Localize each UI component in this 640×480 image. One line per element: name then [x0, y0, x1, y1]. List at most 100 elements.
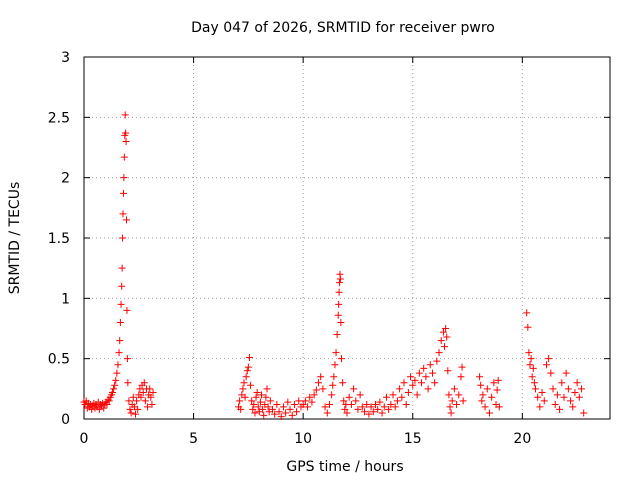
- data-point: [354, 405, 362, 413]
- data-point: [336, 275, 344, 283]
- data-point: [258, 391, 266, 399]
- data-point: [547, 369, 555, 377]
- data-point: [100, 404, 108, 412]
- data-point: [443, 333, 451, 341]
- data-point: [446, 403, 454, 411]
- data-point: [341, 405, 349, 413]
- data-point: [312, 386, 320, 394]
- data-point: [115, 349, 123, 357]
- data-point: [476, 373, 484, 381]
- data-point: [288, 411, 296, 419]
- data-point: [95, 405, 103, 413]
- y-tick-label: 3: [61, 50, 70, 66]
- data-point: [126, 405, 134, 413]
- data-point: [523, 309, 531, 317]
- y-tick-labels: 0 0.5 1 1.5 2 2.5 3: [48, 50, 70, 428]
- data-point: [536, 403, 544, 411]
- data-point: [317, 373, 325, 381]
- data-point: [575, 393, 583, 401]
- data-point: [578, 385, 586, 393]
- data-point: [422, 373, 430, 381]
- data-point: [286, 405, 294, 413]
- data-point: [457, 373, 465, 381]
- data-point: [363, 401, 371, 409]
- data-point: [335, 300, 343, 308]
- data-point: [127, 409, 135, 417]
- data-point: [105, 397, 113, 405]
- data-point: [329, 381, 337, 389]
- data-point: [540, 397, 548, 405]
- data-point: [275, 408, 283, 416]
- data-point: [282, 409, 290, 417]
- data-point: [458, 363, 466, 371]
- data-point: [393, 397, 401, 405]
- data-point: [141, 397, 149, 405]
- data-point: [564, 385, 572, 393]
- data-point: [524, 323, 532, 331]
- data-point: [485, 409, 493, 417]
- data-point: [136, 385, 144, 393]
- data-point: [304, 403, 312, 411]
- data-point: [481, 403, 489, 411]
- data-point: [132, 410, 140, 418]
- data-point: [325, 401, 333, 409]
- data-point: [439, 328, 447, 336]
- data-point: [551, 401, 559, 409]
- data-point: [337, 318, 345, 326]
- data-point: [356, 391, 364, 399]
- data-point: [442, 325, 450, 332]
- data-point: [263, 385, 271, 393]
- data-point: [387, 401, 395, 409]
- data-point: [137, 393, 145, 401]
- data-point: [110, 385, 118, 393]
- data-point: [411, 376, 419, 384]
- data-point: [334, 311, 342, 319]
- data-point: [338, 355, 346, 363]
- data-point: [371, 401, 379, 409]
- data-point: [538, 388, 546, 396]
- data-point: [542, 361, 550, 369]
- data-point: [293, 408, 301, 416]
- data-point: [240, 379, 248, 387]
- data-point: [376, 398, 384, 406]
- data-point: [528, 373, 536, 381]
- data-point: [490, 379, 498, 387]
- data-point: [365, 410, 373, 418]
- x-axis-label: GPS time / hours: [286, 459, 403, 475]
- data-point: [308, 398, 316, 406]
- data-point: [271, 410, 279, 418]
- data-point: [251, 409, 259, 417]
- data-point: [113, 369, 121, 377]
- x-tick-label: 20: [513, 431, 531, 447]
- data-point: [493, 386, 501, 394]
- data-point: [295, 397, 303, 405]
- data-point: [545, 355, 553, 363]
- data-point: [264, 403, 272, 411]
- data-point: [243, 367, 251, 375]
- data-point: [241, 393, 249, 401]
- data-point: [321, 403, 329, 411]
- data-point: [347, 401, 355, 409]
- y-tick-label: 1.5: [48, 231, 70, 247]
- data-point: [116, 337, 124, 345]
- data-point: [249, 405, 257, 413]
- data-point: [400, 379, 408, 387]
- data-point: [277, 413, 285, 421]
- data-point: [331, 361, 339, 369]
- data-point: [122, 137, 130, 145]
- data-point: [118, 264, 126, 272]
- data-point: [477, 381, 485, 389]
- data-point: [119, 210, 127, 218]
- x-tick-label: 5: [189, 431, 198, 447]
- data-point: [431, 379, 439, 387]
- data-point: [428, 369, 436, 377]
- data-point: [253, 388, 261, 396]
- data-point: [284, 398, 292, 406]
- data-point: [553, 391, 561, 399]
- data-point: [526, 361, 534, 369]
- data-point: [111, 381, 119, 389]
- data-point: [450, 385, 458, 393]
- data-point: [245, 353, 253, 361]
- data-point: [556, 405, 564, 413]
- data-point: [562, 369, 570, 377]
